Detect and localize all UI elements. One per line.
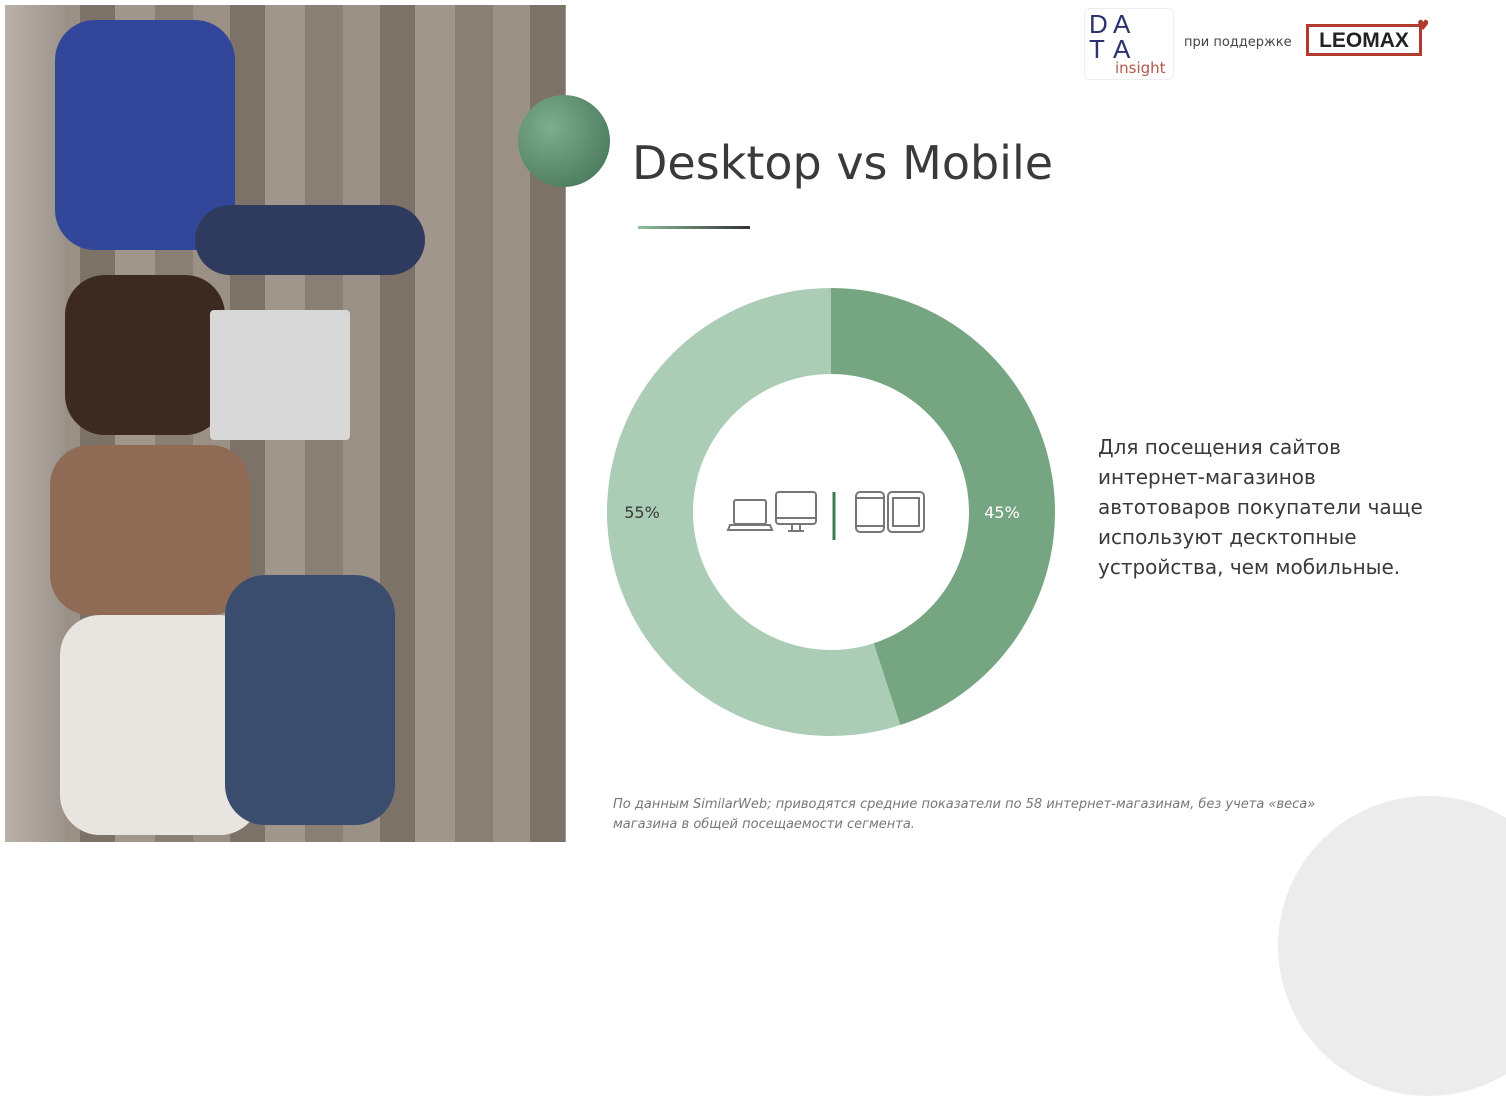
photo-person-3 [50,445,250,615]
photo-jeans [195,205,425,275]
data-label-mobile: 45% [984,503,1020,522]
leomax-logo: LEOMAX [1306,24,1422,56]
donut-chart: 45% 55% [607,288,1056,736]
hero-photo-people-with-devices [5,5,566,842]
data-label-desktop: 55% [624,503,660,522]
desktop-monitor-icon [775,491,817,532]
donut-slice-mobile [831,288,1056,726]
footnote: По данным SimilarWeb; приводятся средние… [613,797,1316,832]
donut-slice-desktop [607,288,901,736]
smartphone-icon [855,491,885,533]
heart-icon: ♥ [1417,18,1430,34]
page-title: Desktop vs Mobile [632,136,1054,190]
logo-word: insight [1115,59,1166,77]
photo-jeans-2 [225,575,395,825]
logo-letter: D [1089,9,1108,39]
support-text: при поддержке [1184,35,1292,50]
description-text: Для посещения сайтов интернет-магазинов … [1098,435,1423,579]
photo-person-1 [55,20,235,250]
photo-laptop [210,310,350,440]
tablet-icon [887,491,925,533]
logo-letter: T [1089,34,1105,64]
title-underline [638,226,750,229]
data-insight-logo: D A T A insight [1084,8,1174,80]
laptop-icon [726,499,774,531]
logo-letter: A [1113,34,1131,64]
decorative-green-circle [518,95,610,187]
photo-person-2 [65,275,225,435]
logo-letter: A [1113,9,1131,39]
